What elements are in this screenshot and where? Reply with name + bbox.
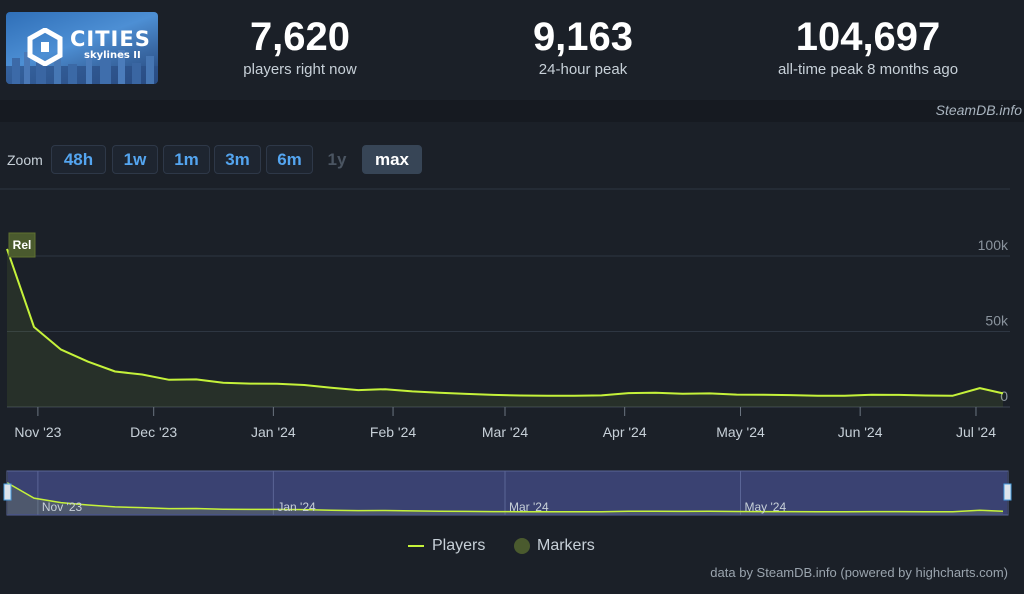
navigator-right-handle[interactable] (1003, 483, 1012, 501)
zoom-1w-button[interactable]: 1w (112, 145, 158, 174)
players-series-line[interactable] (6, 248, 1004, 397)
navigator-tick-label: May '24 (744, 500, 786, 514)
navigator-selection[interactable] (8, 471, 1007, 515)
chart-grid (7, 255, 1010, 408)
markers-dot-icon (514, 538, 530, 554)
x-tick-label: Nov '23 (14, 424, 61, 440)
zoom-3m-button[interactable]: 3m (214, 145, 261, 174)
zoom-label: Zoom (7, 152, 43, 168)
x-tick-label: Jan '24 (251, 424, 296, 440)
x-tick-label: Jun '24 (838, 424, 883, 440)
stat-value: 104,697 (795, 15, 941, 59)
credit-bar: SteamDB.info (0, 100, 1024, 122)
navigator-area (7, 482, 1003, 514)
stat-label: all-time peak 8 months ago (777, 61, 959, 78)
navigator-tick-label: Jan '24 (277, 500, 316, 514)
marker-label: Rel (13, 238, 32, 252)
navigator-grid (37, 471, 741, 515)
y-axis: 100k 50k 0 (978, 237, 1009, 404)
stat-all-time-peak: 104,697 all-time peak 8 months ago (748, 14, 988, 80)
chart-credits[interactable]: data by SteamDB.info (powered by highcha… (710, 565, 1008, 580)
players-area (7, 248, 1003, 407)
zoom-1m-button[interactable]: 1m (163, 145, 210, 174)
release-marker[interactable]: Rel (8, 232, 36, 258)
steamdb-credit[interactable]: SteamDB.info (935, 102, 1022, 118)
cities-logo-icon (27, 28, 63, 66)
navigator-tick-label: Mar '24 (509, 500, 549, 514)
zoom-max-button[interactable]: max (362, 145, 422, 174)
navigator-line (6, 481, 1004, 513)
x-tick-label: May '24 (716, 424, 765, 440)
players-line-icon (408, 545, 424, 547)
logo-title: CITIES (70, 27, 151, 51)
legend-item-markers[interactable]: Markers (514, 537, 595, 555)
stat-players-now: 7,620 players right now (200, 14, 400, 80)
x-tick-label: Apr '24 (603, 424, 647, 440)
zoom-6m-button[interactable]: 6m (266, 145, 313, 174)
y-tick-label: 0 (1000, 388, 1008, 404)
x-tick-label: Dec '23 (130, 424, 177, 440)
legend-item-players[interactable]: Players (408, 537, 485, 555)
x-tick-label: Feb '24 (370, 424, 416, 440)
header: CITIES skylines II 7,620 players right n… (0, 0, 1024, 100)
game-logo[interactable]: CITIES skylines II (6, 12, 158, 84)
legend-label: Players (432, 537, 486, 554)
x-tick-label: Mar '24 (482, 424, 528, 440)
marker-flag (8, 232, 36, 258)
stat-label: 24-hour peak (538, 61, 628, 78)
zoom-1y-button: 1y (327, 150, 347, 169)
stat-value: 9,163 (532, 15, 634, 59)
y-tick-label: 50k (985, 313, 1009, 329)
logo-subtitle: skylines II (84, 50, 141, 61)
x-tick-label: Jul '24 (956, 424, 996, 440)
stat-value: 7,620 (249, 15, 351, 59)
y-tick-label: 100k (978, 237, 1009, 253)
stat-24h-peak: 9,163 24-hour peak (483, 14, 683, 80)
legend-label: Markers (537, 537, 595, 554)
x-axis: Nov '23 Dec '23 Jan '24 Feb '24 Mar '24 Apr '… (14, 407, 996, 440)
navigator-left-handle[interactable] (3, 483, 12, 501)
navigator[interactable]: Nov '23 Jan '24 Mar '24 May '24 (3, 470, 1012, 516)
zoom-48h-button[interactable]: 48h (51, 145, 106, 174)
navigator-x-axis: Nov '23 Jan '24 Mar '24 May '24 (42, 500, 787, 514)
navigator-tick-label: Nov '23 (42, 500, 83, 514)
stat-label: players right now (243, 61, 357, 78)
skyline-graphic (6, 50, 158, 84)
